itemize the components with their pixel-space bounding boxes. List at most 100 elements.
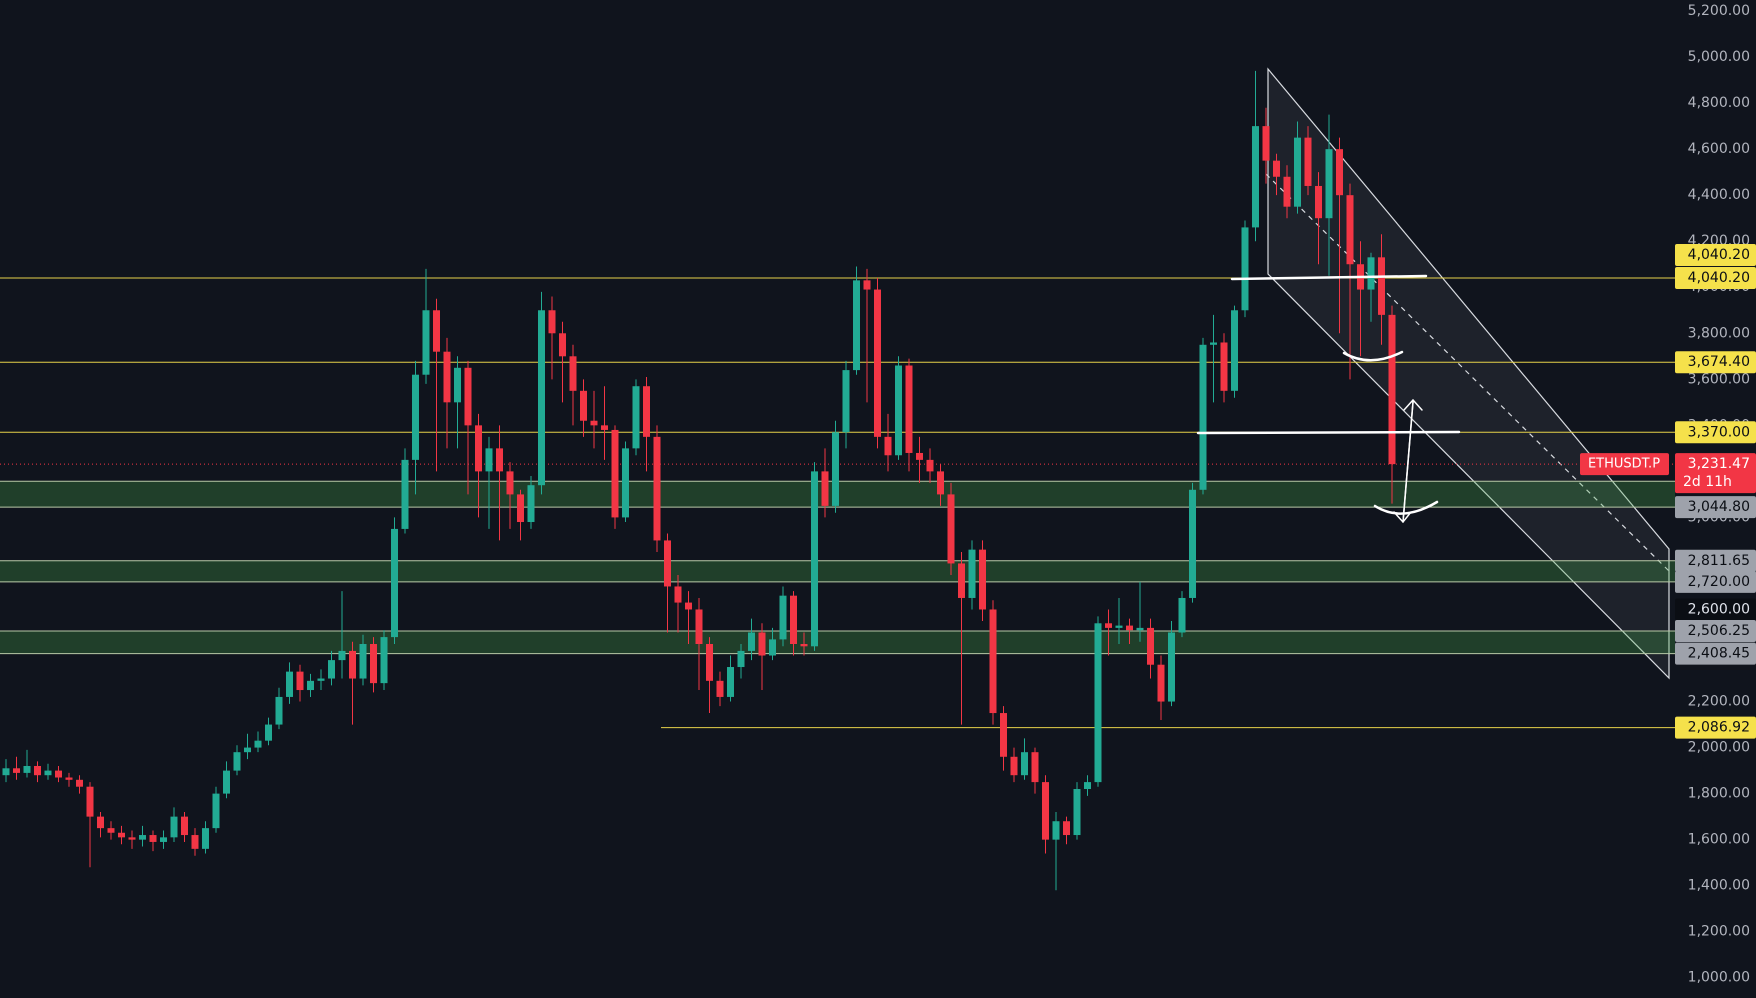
- candle-body: [1283, 176, 1291, 207]
- candle-body: [863, 280, 871, 290]
- candle-body: [23, 765, 31, 773]
- candle-body: [296, 671, 304, 691]
- candle-body: [1273, 160, 1280, 177]
- candle-body: [1325, 149, 1333, 219]
- candle-body: [1021, 752, 1028, 776]
- candle-body: [191, 835, 199, 849]
- candle-body: [1084, 782, 1091, 790]
- candle-body: [716, 680, 724, 697]
- candle-body: [76, 779, 83, 787]
- candle-body: [391, 528, 398, 638]
- candle-body: [1147, 627, 1154, 665]
- candle-body: [380, 637, 388, 684]
- candle-body: [1010, 756, 1018, 776]
- hand-line: [1196, 430, 1461, 435]
- price-label: 2,086.92: [1688, 720, 1750, 736]
- price-label-box: [1675, 549, 1756, 572]
- candle-body: [958, 563, 965, 598]
- candle-body: [401, 459, 409, 529]
- symbol-label: ETHUSDT.P: [1588, 457, 1660, 472]
- candle-body: [34, 765, 41, 776]
- candle-body: [506, 471, 514, 495]
- candle-body: [1189, 489, 1196, 598]
- price-label-box: [1675, 421, 1756, 444]
- candle-body: [107, 828, 115, 833]
- candle-body: [359, 644, 367, 679]
- candle-body: [55, 770, 62, 778]
- candle-body: [1231, 310, 1238, 391]
- candle-body: [1210, 342, 1217, 345]
- candle-body: [853, 280, 860, 371]
- y-tick-label: 1,600.00: [1688, 832, 1750, 848]
- countdown-label: 2d 11h: [1683, 474, 1732, 490]
- price-label: 3,370.00: [1688, 424, 1750, 440]
- candle-body: [538, 310, 545, 486]
- candle-body: [811, 471, 818, 647]
- candle-body: [65, 777, 73, 780]
- candle-body: [769, 639, 776, 656]
- price-label: 2,720.00: [1688, 574, 1750, 590]
- arrow-down: [1393, 401, 1414, 524]
- candle-body: [968, 549, 976, 598]
- candle-body: [748, 632, 755, 651]
- candle-body: [370, 644, 377, 684]
- candle-body: [1168, 632, 1175, 702]
- y-tick-label: 1,400.00: [1688, 878, 1750, 894]
- price-label: 2,408.45: [1688, 646, 1750, 662]
- candle-body: [128, 837, 136, 840]
- candle-body: [412, 374, 419, 460]
- price-label-box: [1675, 266, 1756, 289]
- candle-body: [2, 768, 10, 776]
- y-tick-label: 1,000.00: [1688, 970, 1750, 986]
- candle-body: [527, 485, 535, 523]
- candle-body: [916, 452, 923, 460]
- candle-body: [601, 425, 608, 430]
- candle-body: [485, 448, 493, 472]
- price-label-box: [1675, 598, 1756, 621]
- candle-body: [779, 595, 787, 640]
- candle-body: [1346, 195, 1354, 265]
- candle-body: [443, 351, 451, 403]
- candle-body: [181, 816, 188, 836]
- price-label: 2,811.65: [1688, 553, 1750, 569]
- candle-body: [622, 448, 629, 518]
- candle-body: [1063, 821, 1070, 836]
- candle-body: [643, 386, 650, 437]
- candle-body: [13, 768, 20, 773]
- candle-body: [1199, 344, 1207, 490]
- candle-body: [475, 425, 482, 472]
- hand-curve: [1342, 350, 1404, 362]
- candle-body: [212, 793, 220, 829]
- price-label: 3,674.40: [1688, 354, 1750, 370]
- candle-body: [1241, 227, 1249, 311]
- candle-body: [706, 644, 713, 681]
- y-tick-label: 3,600.00: [1688, 371, 1750, 387]
- candle-body: [496, 448, 503, 472]
- channel-mid: [1265, 173, 1670, 572]
- candle-body: [737, 650, 745, 668]
- candle-body: [548, 310, 556, 334]
- price-label-box: [1675, 496, 1756, 519]
- candle-body: [559, 333, 566, 357]
- candle-body: [832, 432, 839, 506]
- candle-body: [517, 494, 524, 523]
- last-price-box: [1675, 453, 1756, 494]
- y-tick-label: 4,800.00: [1688, 95, 1750, 111]
- candle-body: [170, 816, 178, 838]
- candle-body: [1294, 137, 1301, 207]
- candle-body: [884, 436, 892, 456]
- candle-body: [433, 310, 440, 352]
- last-price-label: 3,231.47: [1688, 456, 1750, 472]
- candle-body: [937, 471, 944, 495]
- price-label: 2,506.25: [1688, 623, 1750, 639]
- zone: [0, 560, 1675, 582]
- y-tick-label: 1,200.00: [1688, 924, 1750, 940]
- candle-body: [118, 832, 125, 838]
- symbol-box: [1580, 453, 1669, 476]
- candle-body: [464, 367, 472, 426]
- candle-body: [1157, 664, 1165, 702]
- candle-body: [674, 586, 682, 603]
